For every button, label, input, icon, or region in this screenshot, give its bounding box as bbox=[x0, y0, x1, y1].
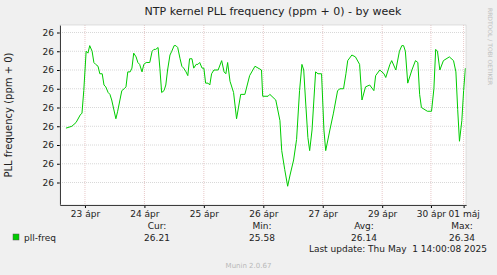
y-tick: 26 bbox=[43, 103, 60, 113]
y-tick: 26 bbox=[43, 28, 60, 38]
last-update: Last update: Thu May 1 14:00:08 2025 bbox=[309, 244, 487, 254]
y-tick: 26 bbox=[43, 178, 60, 188]
x-tick-label: 23 ápr bbox=[71, 209, 101, 219]
chart: 23 ápr 24 ápr 25 ápr 26 ápr 27 ápr 29 ápr 30 á… bbox=[0, 0, 497, 275]
x-tick: 29 ápr bbox=[368, 205, 398, 219]
plot-frame bbox=[60, 25, 466, 205]
y-grid-line bbox=[60, 32, 466, 33]
y-tick-mark bbox=[57, 51, 60, 52]
x-grid-line bbox=[263, 25, 264, 205]
x-tick-label: 27 ápr bbox=[309, 209, 339, 219]
y-grid-line bbox=[60, 182, 466, 183]
x-grid-line bbox=[84, 25, 85, 205]
y-tick-label: 26 bbox=[43, 122, 55, 132]
stat-header: Max: bbox=[451, 221, 473, 231]
y-tick: 26 bbox=[43, 65, 60, 75]
x-tick-label: 25 ápr bbox=[190, 209, 220, 219]
y-axis: 26 26 26 26 26 26 26 26 26 bbox=[43, 26, 61, 206]
x-tick-mark bbox=[382, 205, 383, 208]
x-tick-label: 29 ápr bbox=[368, 209, 398, 219]
x-tick-label: 24 ápr bbox=[130, 209, 160, 219]
footer: Munin 2.0.67 bbox=[226, 262, 272, 270]
y-tick: 26 bbox=[43, 84, 60, 94]
data-layer bbox=[66, 46, 465, 187]
x-tick: 24 ápr bbox=[130, 205, 160, 219]
watermark: RRDTOOL / TOBI OETIKER bbox=[487, 8, 494, 85]
plot-area bbox=[60, 25, 466, 205]
stat-value: 25.58 bbox=[249, 233, 275, 243]
x-grid-line bbox=[430, 25, 431, 205]
y-tick-label: 26 bbox=[43, 47, 55, 57]
x-grid-line bbox=[203, 25, 204, 205]
x-tick: 26 ápr bbox=[249, 205, 279, 219]
x-tick-mark bbox=[464, 205, 465, 208]
x-grid-line bbox=[463, 25, 464, 205]
x-tick: 01 máj bbox=[449, 205, 480, 219]
legend-label: pll-freq bbox=[24, 233, 56, 243]
x-tick-label: 01 máj bbox=[449, 209, 480, 219]
x-grid-line bbox=[144, 25, 145, 205]
y-tick-mark bbox=[57, 183, 60, 184]
stat-header: Avg: bbox=[354, 221, 374, 231]
y-tick-label: 26 bbox=[43, 178, 55, 188]
y-tick-label: 26 bbox=[43, 140, 55, 150]
y-tick: 26 bbox=[43, 122, 60, 132]
title: NTP kernel PLL frequency (ppm + 0) - by … bbox=[145, 5, 402, 18]
y-tick-mark bbox=[57, 89, 60, 90]
y-tick: 26 bbox=[43, 140, 60, 150]
y-tick-mark bbox=[57, 70, 60, 71]
stat-value: 26.14 bbox=[351, 233, 377, 243]
y-tick-label: 26 bbox=[43, 103, 55, 113]
y-tick-label: 26 bbox=[43, 159, 55, 169]
x-tick: 25 ápr bbox=[190, 205, 220, 219]
y-tick: 26 bbox=[43, 47, 60, 57]
x-tick-mark bbox=[144, 205, 145, 208]
x-tick: 23 ápr bbox=[71, 205, 101, 219]
stat-value: 26.21 bbox=[144, 233, 170, 243]
x-axis: 23 ápr 24 ápr 25 ápr 26 ápr 27 ápr 29 ápr 30 á… bbox=[61, 205, 480, 219]
y-tick: 26 bbox=[43, 159, 60, 169]
x-tick-mark bbox=[204, 205, 205, 208]
background bbox=[0, 0, 497, 275]
legend-swatch bbox=[13, 234, 19, 240]
y-axis-title: PLL frequency (ppm + 0) bbox=[3, 52, 14, 177]
y-tick-mark bbox=[57, 145, 60, 146]
stat-value: 26.34 bbox=[449, 233, 475, 243]
y-tick-mark bbox=[57, 126, 60, 127]
y-tick-mark bbox=[57, 108, 60, 109]
x-tick-label: 26 ápr bbox=[249, 209, 279, 219]
x-tick-mark bbox=[263, 205, 264, 208]
x-tick: 30 ápr bbox=[417, 205, 447, 219]
stat-header: Cur: bbox=[148, 221, 167, 231]
y-tick-label: 26 bbox=[43, 28, 55, 38]
y-tick-mark bbox=[57, 164, 60, 165]
y-tick-label: 26 bbox=[43, 65, 55, 75]
x-tick-label: 30 ápr bbox=[417, 209, 447, 219]
legend: pll-freq Cur: Min: Avg: Max: 26.21 25.58 26.14 2… bbox=[13, 221, 475, 243]
grid bbox=[60, 25, 466, 205]
x-tick: 27 ápr bbox=[309, 205, 339, 219]
x-grid-line bbox=[382, 25, 383, 205]
x-tick-mark bbox=[431, 205, 432, 208]
line-series bbox=[66, 46, 465, 187]
stat-header: Min: bbox=[252, 221, 271, 231]
y-tick-mark bbox=[57, 33, 60, 34]
x-tick-mark bbox=[323, 205, 324, 208]
y-tick-label: 26 bbox=[43, 84, 55, 94]
x-tick-mark bbox=[85, 205, 86, 208]
